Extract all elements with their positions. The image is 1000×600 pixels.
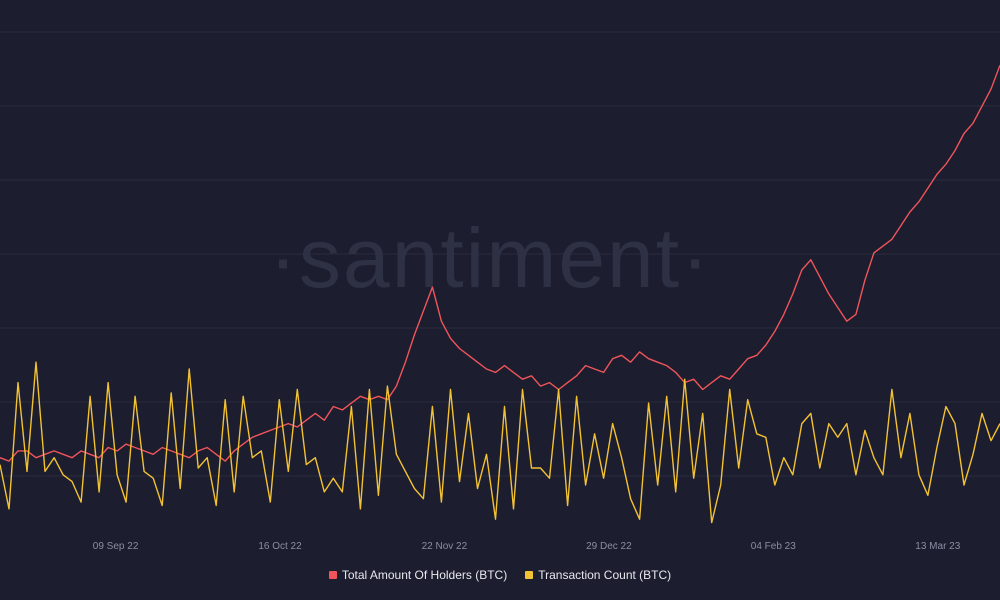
legend-swatch-holders	[328, 571, 337, 579]
x-tick-label: 04 Feb 23	[751, 541, 796, 552]
gridlines	[0, 31, 1000, 477]
legend-swatch-transactions	[525, 571, 534, 579]
legend-item-transactions[interactable]: Transaction Count (BTC)	[525, 568, 671, 582]
x-tick-label: 09 Sep 22	[93, 541, 139, 552]
legend-label-holders: Total Amount Of Holders (BTC)	[341, 568, 508, 582]
x-axis-ticks: 09 Sep 22 16 Oct 22 22 Nov 22 29 Dec 22 04 F…	[93, 541, 961, 552]
x-tick-label: 16 Oct 22	[258, 541, 302, 552]
x-tick-label: 22 Nov 22	[422, 541, 468, 552]
legend: Total Amount Of Holders (BTC) Transactio…	[0, 568, 1000, 582]
series-layer	[0, 64, 1000, 524]
series-line-transactions[interactable]	[0, 361, 1000, 524]
watermark: ·santiment·	[269, 211, 711, 305]
legend-item-holders[interactable]: Total Amount Of Holders (BTC)	[328, 568, 508, 582]
legend-label-transactions: Transaction Count (BTC)	[538, 568, 672, 582]
x-tick-label: 13 Mar 23	[915, 541, 960, 552]
x-tick-label: 29 Dec 22	[586, 541, 632, 552]
